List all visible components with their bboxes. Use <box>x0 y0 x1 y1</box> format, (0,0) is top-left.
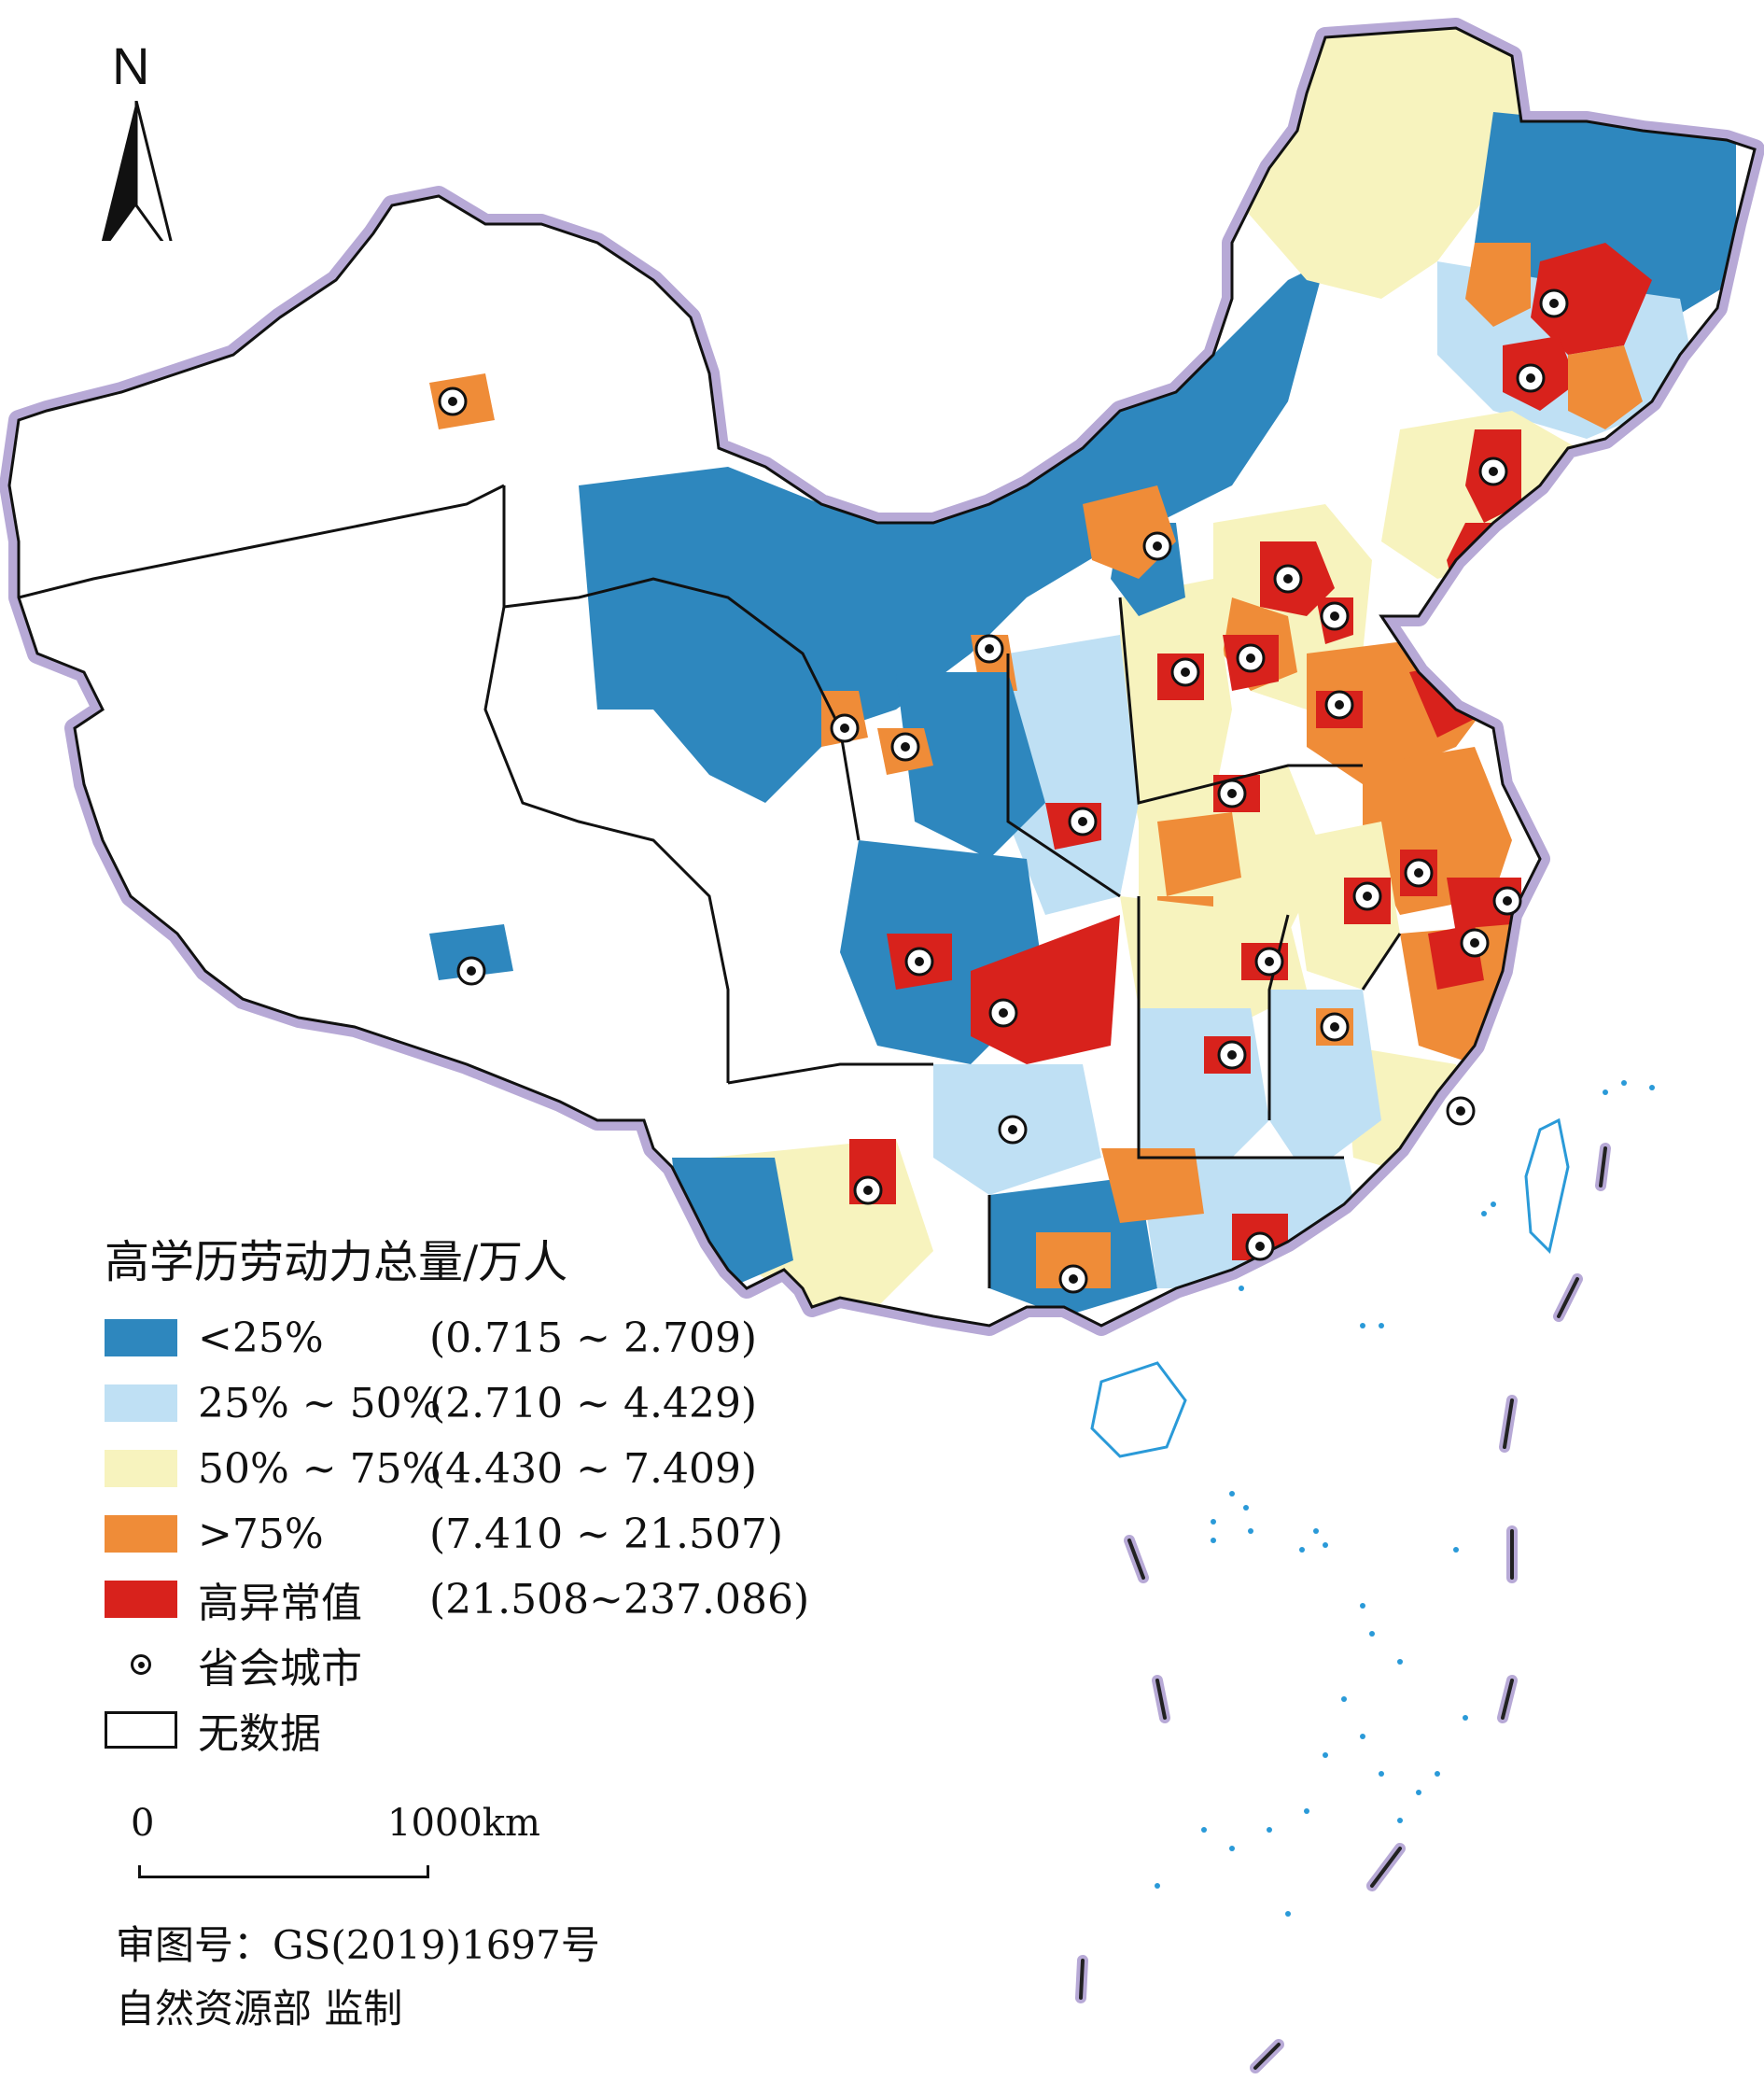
region-inner-mongolia <box>579 261 1325 803</box>
region-hubei <box>1120 896 1307 1027</box>
taiwan-island <box>1524 1117 1570 1254</box>
region-jilin-orange-2 <box>1465 243 1531 327</box>
north-letter: N <box>112 36 150 95</box>
legend-label: 省会城市 <box>198 1645 362 1693</box>
legend-label: 25% ~ 50% <box>198 1379 441 1427</box>
scale-bar: 0 1000km <box>131 1802 540 1895</box>
south-sea-islands <box>1155 1080 1655 1917</box>
legend-item: 高异常值 (21.508~237.086) <box>105 1567 814 1632</box>
region-harbin <box>1531 243 1652 355</box>
legend-swatch <box>105 1384 177 1422</box>
north-arrow: N <box>91 35 185 241</box>
legend-item: <25% (0.715 ~ 2.709) <box>105 1305 814 1370</box>
legend-range: (4.430 ~ 7.409) <box>429 1444 758 1493</box>
legend-range: (7.410 ~ 21.507) <box>429 1510 784 1558</box>
legend-label: 高异常值 <box>198 1580 362 1627</box>
legend-label: 无数据 <box>198 1710 321 1758</box>
review-number: 审图号：GS(2019)1697号 <box>116 1922 600 1968</box>
legend-title: 高学历劳动力总量/万人 <box>105 1236 568 1288</box>
provincial-capital-dots <box>448 299 1559 1284</box>
capital-city-icon <box>105 1646 177 1683</box>
legend-swatch <box>105 1319 177 1356</box>
legend-label: <25% <box>198 1314 324 1362</box>
legend-range: (21.508~237.086) <box>429 1575 810 1623</box>
legend-item-nodata: 无数据 <box>105 1697 814 1763</box>
scale-max-label: 1000km <box>387 1802 540 1845</box>
region-nanning <box>1036 1232 1111 1288</box>
nodata-swatch <box>105 1711 177 1749</box>
legend-item-capital: 省会城市 <box>105 1632 814 1697</box>
supervisor-credit: 自然资源部 监制 <box>116 1986 403 2031</box>
north-arrow-icon <box>101 101 173 241</box>
scale-line <box>138 1865 429 1878</box>
legend-swatch <box>105 1450 177 1487</box>
legend-item: 25% ~ 50% (2.710 ~ 4.429) <box>105 1370 814 1436</box>
map-legend: 高学历劳动力总量/万人 <25% (0.715 ~ 2.709) 25% ~ 5… <box>105 1234 814 1763</box>
legend-label: >75% <box>198 1510 324 1558</box>
nine-dash-line-core <box>1079 1146 1607 2070</box>
hainan-island <box>1090 1361 1187 1458</box>
region-chongqing <box>971 915 1120 1064</box>
legend-label: 50% ~ 75% <box>198 1444 441 1493</box>
legend-swatch <box>105 1515 177 1553</box>
region-henan-orange <box>1157 812 1241 896</box>
region-guangdong-orange <box>1101 1148 1204 1223</box>
legend-item: >75% (7.410 ~ 21.507) <box>105 1501 814 1567</box>
region-heilongjiang <box>1241 28 1531 299</box>
legend-item: 50% ~ 75% (4.430 ~ 7.409) <box>105 1436 814 1501</box>
legend-range: (2.710 ~ 4.429) <box>429 1379 758 1427</box>
legend-swatch <box>105 1581 177 1618</box>
region-lhasa <box>429 924 513 980</box>
scale-zero-label: 0 <box>131 1802 155 1845</box>
legend-range: (0.715 ~ 2.709) <box>429 1314 758 1362</box>
region-jilin-orange <box>1568 345 1643 429</box>
